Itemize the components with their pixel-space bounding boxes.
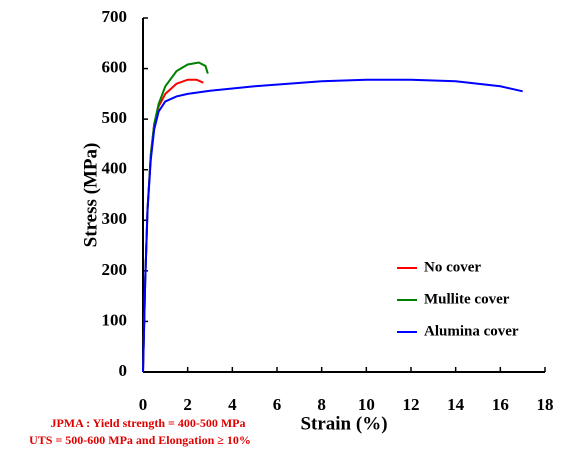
x-tick-label: 8 [317, 395, 326, 414]
x-tick-label: 4 [228, 395, 237, 414]
legend-label: Alumina cover [424, 323, 519, 339]
y-tick-label: 0 [119, 361, 128, 380]
annotation: JPMA : Yield strength = 400-500 MPa [50, 416, 245, 430]
annotation: UTS = 500-600 MPa and Elongation ≥ 10% [29, 433, 251, 447]
x-tick-label: 16 [492, 395, 509, 414]
series-line [142, 61, 209, 373]
x-tick-label: 12 [403, 395, 420, 414]
y-tick-label: 400 [102, 159, 128, 178]
y-tick-label: 500 [102, 108, 128, 127]
x-tick-label: 10 [358, 395, 375, 414]
y-tick-label: 700 [102, 7, 128, 26]
y-axis-label: Stress (MPa) [80, 143, 101, 248]
x-tick-label: 0 [139, 395, 148, 414]
x-tick-label: 14 [447, 395, 465, 414]
y-tick-label: 300 [102, 209, 128, 228]
series-line [142, 78, 523, 373]
series-line [142, 78, 204, 373]
x-tick-label: 2 [183, 395, 192, 414]
legend-label: No cover [424, 259, 481, 275]
y-tick-label: 100 [102, 310, 128, 329]
x-tick-label: 6 [273, 395, 282, 414]
x-tick-label: 18 [537, 395, 554, 414]
y-tick-label: 600 [102, 57, 128, 76]
x-axis-label: Strain (%) [300, 413, 387, 434]
legend-label: Mullite cover [424, 291, 510, 307]
y-tick-label: 200 [102, 260, 128, 279]
